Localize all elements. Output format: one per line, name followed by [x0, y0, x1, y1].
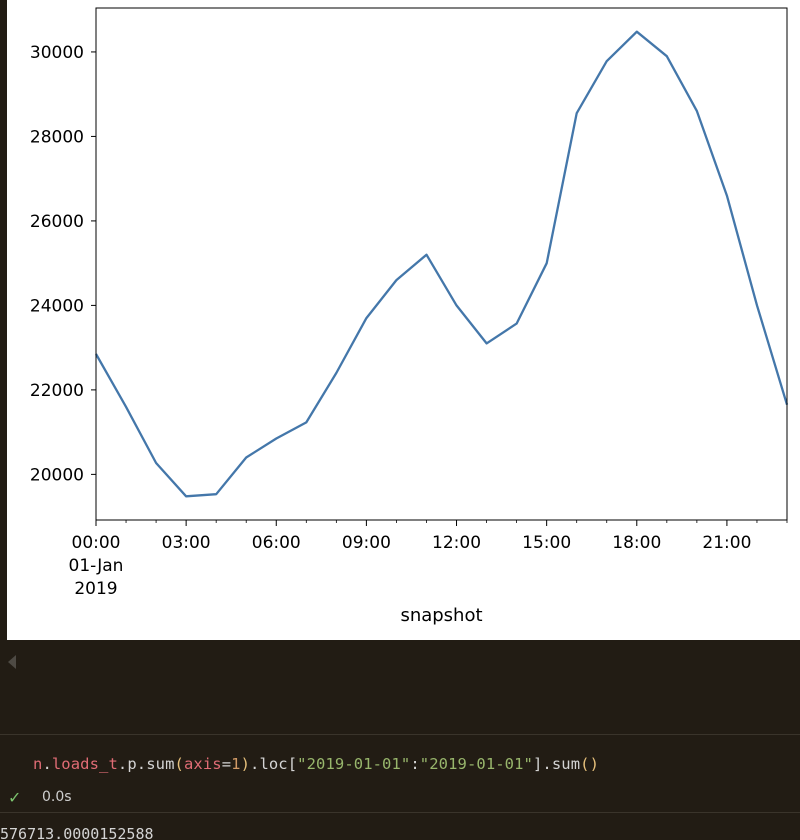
y-tick-label: 22000: [30, 381, 84, 401]
x-tick-label: 12:00: [432, 533, 481, 553]
x-tick-label: 18:00: [612, 533, 661, 553]
cell-status: ✓ 0.0s: [8, 787, 72, 807]
series-line: [95, 30, 789, 498]
x-tick-label: 03:00: [162, 533, 211, 553]
code-cell[interactable]: n.loads_t.p.sum(axis=1).loc["2019-01-01"…: [0, 734, 800, 813]
code-line[interactable]: n.loads_t.p.sum(axis=1).loc["2019-01-01"…: [33, 755, 599, 773]
code-token-colon: :: [410, 755, 420, 773]
cell-output-text: 576713.0000152588: [0, 826, 154, 840]
y-tick-label: 28000: [30, 127, 84, 147]
code-token-bracket: [: [287, 755, 298, 773]
code-token-paren: (: [174, 755, 184, 773]
plot-output: 20000 22000 24000 26000 28000 30000 00:00 01-Ja…: [7, 0, 800, 640]
code-token-call: (): [580, 755, 600, 773]
code-token-dot: .: [136, 755, 147, 773]
code-token-dot: .: [542, 755, 552, 773]
code-token-method: sum: [146, 755, 175, 773]
y-tick-label: 20000: [30, 465, 84, 485]
code-token-variable: n: [33, 755, 43, 773]
code-token-string: "2019-01-01": [297, 755, 411, 773]
output-scroll-area[interactable]: [0, 640, 800, 734]
x-tick-label: 00:00: [72, 533, 121, 553]
code-token-number: 1: [231, 755, 241, 773]
code-token-attribute: p: [127, 755, 137, 773]
execution-time: 0.0s: [42, 789, 72, 805]
x-tick-label: 06:00: [252, 533, 301, 553]
check-icon: ✓: [8, 787, 22, 807]
line-chart: 20000 22000 24000 26000 28000 30000 00:00 01-Ja…: [30, 7, 789, 626]
code-token-kwarg: axis: [183, 755, 222, 773]
code-token-dot: .: [42, 755, 52, 773]
x-tick-sublabel-year: 2019: [74, 579, 117, 599]
code-token-dot: .: [250, 755, 260, 773]
x-tick-sublabel: 01-Jan: [69, 556, 124, 576]
code-token-paren: ): [240, 755, 250, 773]
y-tick-label: 30000: [30, 43, 84, 63]
x-tick-label: 21:00: [702, 533, 751, 553]
code-token-attribute: loads_t: [51, 755, 118, 773]
x-tick-label: 15:00: [522, 533, 571, 553]
plot-frame: [95, 7, 788, 521]
code-token-dot: .: [117, 755, 128, 773]
x-tick-label: 09:00: [342, 533, 391, 553]
code-token-string: "2019-01-01": [419, 755, 533, 773]
code-token-method: sum: [551, 755, 581, 773]
y-tick-label: 26000: [30, 212, 84, 232]
y-tick-label: 24000: [30, 296, 84, 316]
code-token-attribute: loc: [259, 755, 288, 773]
code-token-bracket: ]: [532, 755, 543, 773]
x-axis-title: snapshot: [400, 605, 482, 626]
code-token-equals: =: [221, 755, 232, 773]
triangle-left-icon[interactable]: [8, 655, 16, 669]
